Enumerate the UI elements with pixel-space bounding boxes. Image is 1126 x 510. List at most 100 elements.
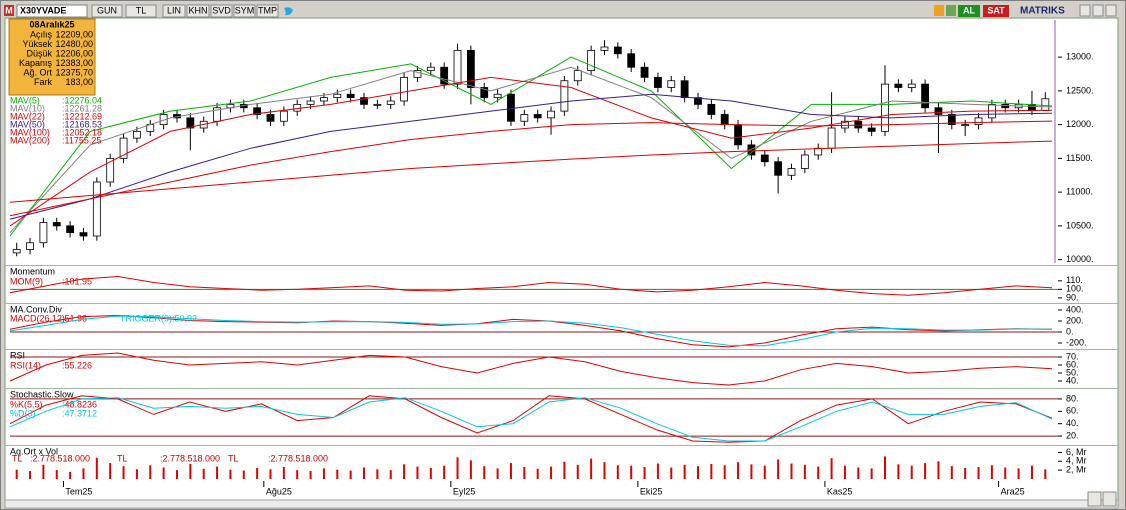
twitter-icon[interactable] [284,7,293,16]
volume-bar [189,463,192,479]
volume-bar [376,469,379,479]
toolbar-button[interactable] [125,4,157,18]
volume-bar [282,467,285,479]
candle-body [66,225,75,234]
volume-bar [910,465,913,479]
volume-bar [202,468,205,479]
volume-bar [216,466,219,479]
candle-body [400,76,408,102]
indicator-line [9,315,1053,347]
window-button[interactable] [1079,4,1091,17]
sell-button[interactable] [983,5,1009,17]
x-tick-label: Tem25 [65,486,92,496]
indicator-line [9,93,1053,220]
legend-value: :12052.18 [62,127,102,137]
volume-bar [175,470,178,479]
logo: M [5,5,13,15]
y-tick-label: 400. [1066,304,1084,314]
info-label: Ağ. Ort [23,67,52,77]
legend-name: TRIGGER(9) [120,313,172,323]
volume-bar [1004,467,1007,479]
toolbar-button-label: SVD [212,5,231,15]
info-value: 12375,70 [55,67,93,77]
legend-text: TL [12,453,23,463]
candle-body [640,66,649,78]
volume-bar [496,468,499,479]
scrollbar[interactable] [4,499,1119,509]
y-tick-label: 60. [1066,359,1079,369]
legend-value: :50.92 [172,313,197,323]
scroll-button[interactable] [1102,491,1117,507]
y-tick-label: 4, Mr [1066,456,1087,466]
volume-bar [843,465,846,479]
candle-body [106,157,115,183]
info-label: Düşük [26,48,52,58]
candle-body [881,83,889,132]
volume-bar [924,463,927,479]
x-tick-label: Eki25 [640,486,663,496]
volume-bar [322,468,325,479]
volume-bar [256,467,259,479]
symbol-input[interactable] [16,4,88,18]
y-tick-label: 11000. [1066,187,1093,197]
toolbar-button-label: LIN [167,5,181,15]
candle-body [480,87,489,99]
volume-bar [55,470,58,479]
candle-body [974,117,983,126]
candle-body [453,49,462,85]
candle-body [787,168,796,176]
toolbar-button[interactable] [256,4,279,18]
toolbar-button[interactable] [186,4,210,18]
scroll-button[interactable] [1087,491,1102,507]
candle-body [159,114,168,126]
toolbar-button[interactable] [210,4,233,18]
legend-name: RSI(14) [10,360,41,370]
info-value: 12480,00 [55,39,93,49]
legend-name: MOM(9) [10,276,43,286]
toolbar-button[interactable] [91,4,123,18]
indicator-line [9,397,1053,442]
legend-name: MAV(22) [10,111,45,121]
volume-bar [1030,465,1033,479]
y-tick-label: 10500. [1066,220,1094,230]
toolbar-button-label: KHN [188,5,207,15]
toolbar-button-label: TL [136,5,147,15]
icon[interactable] [946,5,956,16]
volume-bar [523,467,526,479]
y-tick-label: 13000. [1066,52,1094,62]
y-tick-label: 10000. [1066,254,1094,264]
candle-body [293,103,302,112]
candle-body [800,154,809,169]
window-button[interactable] [1092,4,1104,17]
candle-body [520,114,529,122]
toolbar-button[interactable] [162,4,186,18]
candle-body [413,70,422,78]
volume-bar [403,464,406,479]
candle-body [466,49,475,88]
candle-body [707,103,716,115]
legend-text: TL [228,453,239,463]
panel-title: RSI [10,350,25,360]
buy-button[interactable] [958,5,980,17]
volume-bar [616,465,619,479]
window-button[interactable] [1105,4,1117,17]
icon[interactable] [934,5,944,16]
y-tick-label: 80. [1066,393,1079,403]
info-label: Açılış [30,29,53,39]
candle-body [934,107,943,115]
candle-body [333,93,342,99]
candle-body [79,232,88,237]
candle-body [734,124,742,146]
candle-body [426,66,435,72]
y-tick-label: 110. [1066,275,1083,285]
volume-bar [82,468,85,479]
toolbar-button[interactable] [233,4,256,18]
volume-bar [536,468,539,479]
y-tick-label: 100. [1066,284,1084,294]
y-tick-label: 200. [1066,315,1084,325]
volume-bar [563,461,566,479]
candle-body [694,97,702,105]
candle-body [52,222,61,227]
